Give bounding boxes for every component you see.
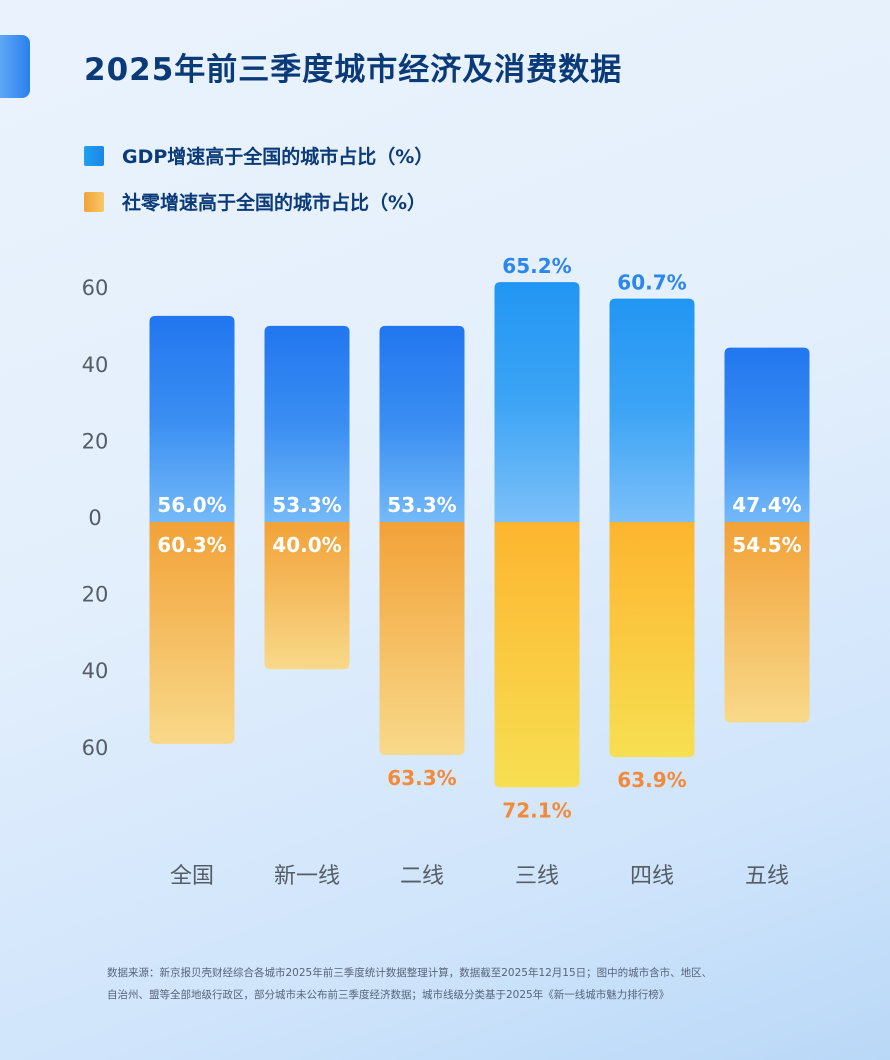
bar-gdp-2 [379,325,465,522]
data-label-gdp: 53.3% [387,493,456,517]
title-accent-bar [0,35,30,98]
legend-label-gdp: GDP增速高于全国的城市占比（%） [122,146,434,168]
page-title: 2025年前三季度城市经济及消费数据 [84,52,623,88]
x-tick-label: 新一线 [274,864,340,889]
data-label-retail: 54.5% [732,533,801,557]
data-label-retail: 60.3% [157,533,226,557]
y-tick-label: 20 [82,429,109,453]
bar-retail-2 [379,522,465,755]
y-tick-label: 20 [82,583,109,607]
y-tick-label: 0 [88,506,101,530]
x-tick-label: 四线 [630,864,674,889]
legend-swatch-gdp [84,145,104,166]
legend-swatch-retail [84,191,104,212]
bar-retail-0 [149,522,235,744]
y-tick-label: 40 [82,353,109,377]
data-label-retail: 63.3% [387,766,456,790]
bar-gdp-4 [609,298,695,522]
data-label-gdp: 47.4% [732,493,801,517]
bar-retail-3 [494,522,580,788]
legend-item-gdp: GDP增速高于全国的城市占比（%） [84,142,433,169]
footer-line-2: 自治州、盟等全部地级行政区，部分城市未公布前三季度经济数据；城市线级分类基于20… [107,989,670,1001]
legend-label-retail: 社零增速高于全国的城市占比（%） [122,192,427,214]
data-label-retail: 40.0% [272,533,341,557]
bar-retail-5 [724,522,810,723]
y-tick-label: 60 [82,736,109,760]
bar-gdp-3 [494,282,580,522]
x-tick-label: 五线 [745,864,789,889]
legend-item-retail: 社零增速高于全国的城市占比（%） [84,188,426,215]
x-tick-label: 三线 [515,864,559,889]
bar-retail-4 [609,522,695,758]
footer-line-1: 数据来源：新京报贝壳财经综合各城市2025年前三季度统计数据整理计算，数据截至2… [107,967,713,979]
data-label-gdp: 65.2% [502,254,571,278]
bar-retail-1 [264,522,350,670]
data-label-retail: 63.9% [617,768,686,792]
x-tick-label: 全国 [170,864,214,889]
bar-gdp-1 [264,325,350,522]
data-label-retail: 72.1% [502,798,571,822]
bar-gdp-0 [149,315,235,522]
data-label-gdp: 56.0% [157,493,226,517]
data-label-gdp: 60.7% [617,271,686,295]
data-label-gdp: 53.3% [272,493,341,517]
y-tick-label: 40 [82,659,109,683]
x-tick-label: 二线 [400,864,444,889]
data-source-note: 数据来源：新京报贝壳财经综合各城市2025年前三季度统计数据整理计算，数据截至2… [107,962,807,1006]
y-tick-label: 60 [82,276,109,300]
bar-gdp-5 [724,347,810,522]
